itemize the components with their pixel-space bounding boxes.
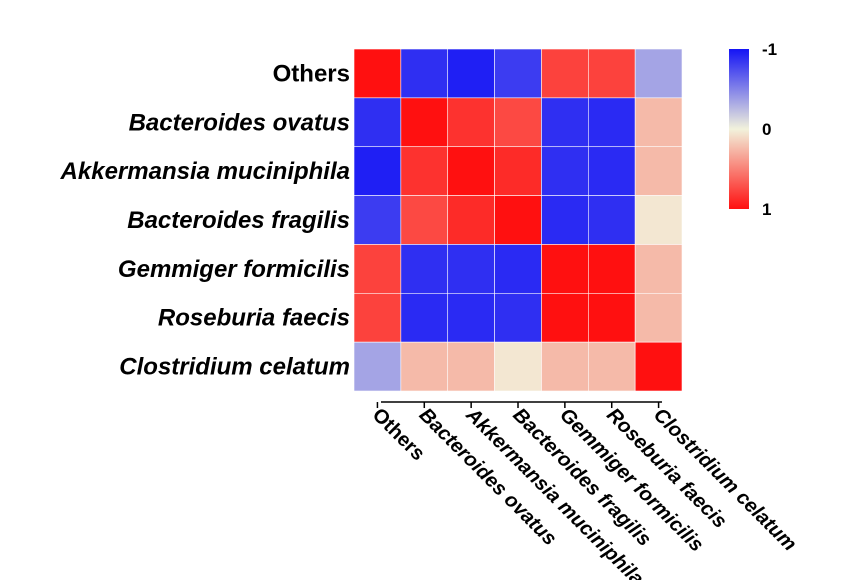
heatmap-cell <box>634 244 683 294</box>
heatmap-cell <box>447 97 495 148</box>
heatmap-cell <box>634 292 683 343</box>
heatmap-cell <box>353 292 402 343</box>
heatmap-cell <box>447 195 495 245</box>
heatmap-cell <box>587 292 636 343</box>
heatmap-cell <box>353 48 402 99</box>
heatmap-cell <box>447 48 495 99</box>
heatmap-cell <box>587 244 636 294</box>
heatmap-cell <box>400 292 449 343</box>
heatmap-cell <box>541 97 589 148</box>
heatmap-cell <box>400 244 449 294</box>
heatmap-cell <box>634 48 683 99</box>
heatmap-cell <box>353 195 402 245</box>
heatmap-cell <box>400 97 449 148</box>
heatmap-cell <box>400 341 449 392</box>
heatmap-cell <box>400 146 449 196</box>
heatmap-cell <box>353 97 402 148</box>
row-labels: Others Bacteroides ovatus Akkermansia muci… <box>60 60 350 380</box>
heatmap-cell <box>541 146 589 196</box>
heatmap-cell <box>494 97 542 148</box>
heatmap-cell <box>587 97 636 148</box>
heatmap-cell <box>400 48 449 99</box>
heatmap-cell <box>494 292 542 343</box>
heatmap-cell <box>634 97 683 148</box>
heatmap-cell <box>541 48 589 99</box>
colorbar-tick-label: 1 <box>762 200 771 219</box>
heatmap-cell <box>447 146 495 196</box>
heatmap-cell <box>541 341 589 392</box>
heatmap-cell <box>494 146 542 196</box>
heatmap-cell <box>541 244 589 294</box>
heatmap-cell <box>447 341 495 392</box>
heatmap-cell <box>494 195 542 245</box>
heatmap-cell <box>447 244 495 294</box>
heatmap-cell <box>541 292 589 343</box>
colorbar-tick-label: 0 <box>762 120 771 139</box>
colorbar-tick-label: -1 <box>762 40 777 59</box>
row-label: Roseburia faecis <box>158 305 350 332</box>
row-label: Bacteroides fragilis <box>127 207 350 234</box>
heatmap-cell <box>587 195 636 245</box>
heatmap-cell <box>634 341 683 392</box>
heatmap-cell <box>634 195 683 245</box>
colorbar-gradient <box>729 49 749 209</box>
heatmap-cell <box>353 244 402 294</box>
heatmap-cell <box>587 146 636 196</box>
row-label: Clostridium celatum <box>119 354 350 381</box>
x-axis <box>376 401 663 409</box>
heatmap-cell <box>587 341 636 392</box>
heatmap-cell <box>634 146 683 196</box>
heatmap-cell <box>353 341 402 392</box>
row-label: Gemmiger formicilis <box>118 256 350 283</box>
colorbar: -1 0 1 <box>729 40 777 219</box>
row-label: Others <box>273 60 350 87</box>
heatmap-cell <box>587 48 636 99</box>
heatmap-cell <box>494 341 542 392</box>
row-label: Akkermansia muciniphila <box>60 158 350 185</box>
heatmap-cell <box>494 48 542 99</box>
heatmap-cell <box>541 195 589 245</box>
heatmap-cells <box>353 48 683 392</box>
heatmap-cell <box>353 146 402 196</box>
heatmap-cell <box>447 292 495 343</box>
row-label: Bacteroides ovatus <box>129 109 350 136</box>
heatmap-cell <box>400 195 449 245</box>
heatmap-cell <box>494 244 542 294</box>
